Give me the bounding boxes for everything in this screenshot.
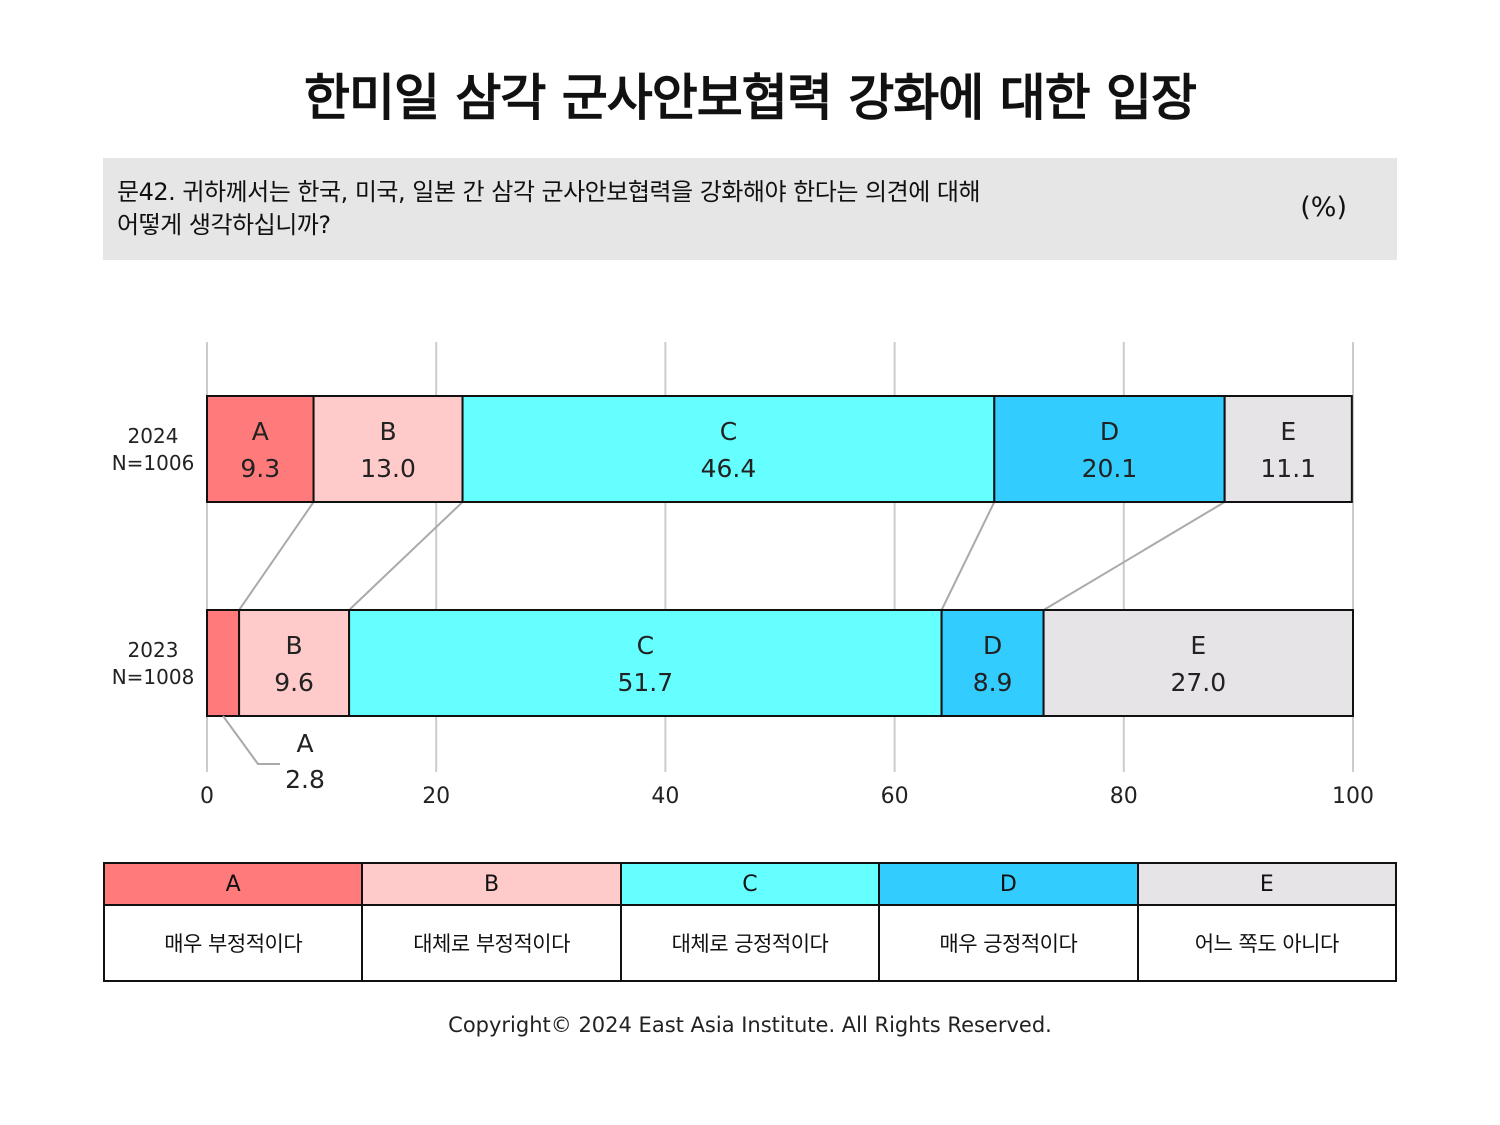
x-tick-label-80: 80: [1110, 784, 1138, 809]
bar-value-2024-e: 11.1: [1260, 454, 1316, 483]
legend-code-a: A: [102, 862, 364, 906]
connector-line-d: [1043, 501, 1226, 611]
bar-value-2023-e: 27.0: [1170, 668, 1226, 697]
bar-value-2024-c: 46.4: [701, 454, 757, 483]
bar-label-2024-a: A: [252, 417, 269, 446]
page-title: 한미일 삼각 군사안보협력 강화에 대한 입장: [303, 69, 1197, 127]
legend-code-b: B: [361, 862, 622, 906]
legend-label-d: 매우 긍정적이다: [878, 904, 1139, 982]
connector-line-c: [940, 501, 996, 611]
legend-label-a: 매우 부정적이다: [102, 904, 364, 982]
bar-2024-c: [461, 395, 996, 503]
bar-2024-d: [993, 395, 1226, 503]
bar-value-2023-a: 2.8: [285, 765, 325, 794]
bar-value-2024-a: 9.3: [240, 454, 280, 483]
bar-value-2023-b: 9.6: [274, 668, 314, 697]
legend-header-row: A B C D E: [102, 862, 1398, 906]
legend-label-e: 어느 쪽도 아니다: [1136, 904, 1398, 982]
legend-label-b: 대체로 부정적이다: [361, 904, 622, 982]
bar-label-2023-b: B: [286, 631, 303, 660]
x-tick-label-100: 100: [1332, 784, 1374, 809]
question-line-1: 문42. 귀하께서는 한국, 미국, 일본 간 삼각 군사안보협력을 강화해야 …: [117, 178, 981, 206]
x-tick-label-20: 20: [422, 784, 450, 809]
legend-label-row: 매우 부정적이다 대체로 부정적이다 대체로 긍정적이다 매우 긍정적이다 어느…: [102, 904, 1398, 982]
bar-label-2024-c: C: [720, 417, 737, 446]
copyright-text: Copyright© 2024 East Asia Institute. All…: [448, 1013, 1052, 1037]
bar-label-2024-b: B: [379, 417, 396, 446]
bar-2023-d: [940, 609, 1045, 717]
bar-label-2023-d: D: [983, 631, 1002, 660]
legend-code-e: E: [1136, 862, 1398, 906]
bar-label-2024-e: E: [1280, 417, 1296, 446]
legend-code-c: C: [619, 862, 881, 906]
legend-code-d: D: [878, 862, 1139, 906]
connector-line-b: [348, 501, 464, 611]
legend-table: A B C D E 매우 부정적이다 대체로 부정적이다 대체로 긍정적이다 매…: [102, 862, 1398, 982]
stacked-bar-chart: 0 20 40 60 80 100 A 9.3 B 13.0 C 46.4 D 20.1 E 11.1 2024…: [112, 342, 1374, 809]
bar-2023-e: [1042, 609, 1354, 717]
category-n-2024: N=1006: [112, 451, 195, 475]
bar-2024-b: [312, 395, 464, 503]
x-tick-label-0: 0: [200, 784, 214, 809]
bar-2023-c: [348, 609, 943, 717]
bar-value-2024-b: 13.0: [360, 454, 416, 483]
category-n-2023: N=1008: [112, 665, 195, 689]
bar-value-2024-d: 20.1: [1082, 454, 1138, 483]
x-tick-label-40: 40: [651, 784, 679, 809]
x-tick-label-60: 60: [881, 784, 909, 809]
bar-2023-a: [206, 609, 241, 717]
callout-line-2023-a: [222, 715, 280, 765]
connector-line-a: [238, 501, 315, 611]
question-line-2: 어떻게 생각하십니까?: [117, 211, 331, 239]
category-year-2023: 2023: [128, 638, 179, 662]
unit-label: (%): [1300, 192, 1347, 223]
bar-label-2024-d: D: [1100, 417, 1119, 446]
bar-2023-b: [238, 609, 351, 717]
bar-label-2023-a: A: [296, 729, 313, 758]
question-text: 문42. 귀하께서는 한국, 미국, 일본 간 삼각 군사안보협력을 강화해야 …: [117, 176, 1177, 242]
bar-2024-a: [206, 395, 315, 503]
question-box: 문42. 귀하께서는 한국, 미국, 일본 간 삼각 군사안보협력을 강화해야 …: [103, 158, 1397, 260]
bar-label-2023-c: C: [637, 631, 654, 660]
legend-label-c: 대체로 긍정적이다: [619, 904, 881, 982]
category-year-2024: 2024: [128, 424, 179, 448]
bar-2024-e: [1223, 395, 1353, 503]
bar-value-2023-d: 8.9: [973, 668, 1013, 697]
bar-value-2023-c: 51.7: [618, 668, 674, 697]
bar-label-2023-e: E: [1190, 631, 1206, 660]
